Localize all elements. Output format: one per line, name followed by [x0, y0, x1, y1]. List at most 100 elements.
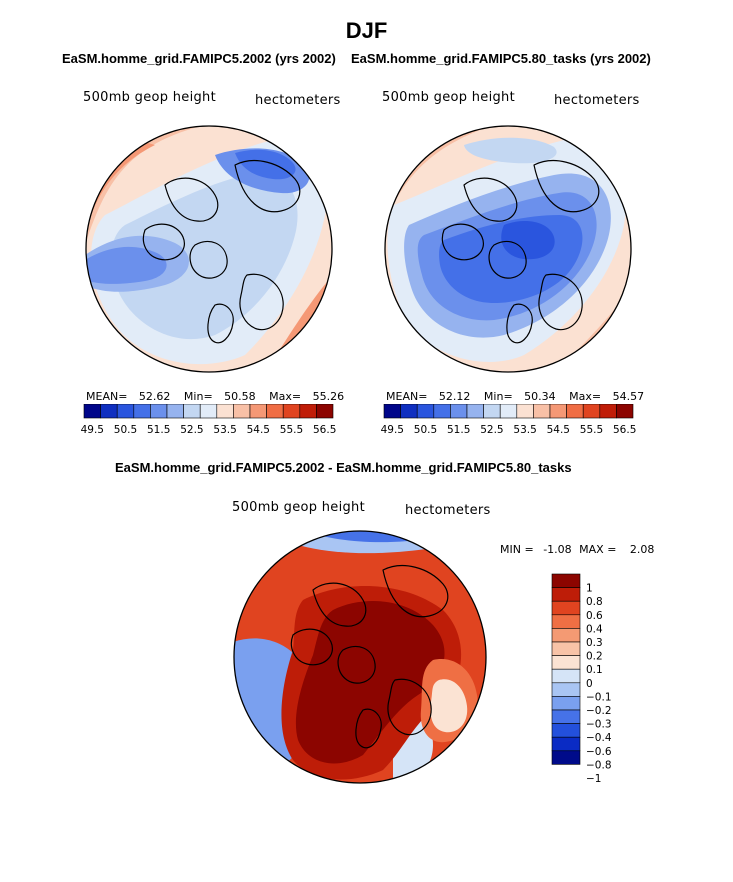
colorbar-swatch: [551, 736, 581, 752]
contour-region: [464, 137, 557, 164]
colorbar-tick-label: 49.5: [81, 424, 104, 436]
coastline: [290, 628, 333, 666]
colorbar-swatch: [551, 750, 581, 765]
contour-region: [501, 221, 555, 260]
colorbar-tick-label: 0.6: [586, 610, 603, 622]
colorbar-tick-label: 53.5: [213, 424, 236, 436]
colorbar-tick-label: 0: [586, 678, 593, 690]
colorbar-tick-label: 50.5: [114, 424, 137, 436]
colorbar-swatch: [299, 404, 317, 419]
colorbar-swatch: [616, 404, 634, 419]
left-units-label: hectometers: [255, 93, 341, 108]
colorbar-swatch: [316, 404, 334, 419]
coastline: [312, 582, 367, 627]
colorbar-tick-label: 1: [586, 583, 593, 595]
coastline: [239, 273, 284, 331]
colorbar-tick-label: 49.5: [381, 424, 404, 436]
colorbar-tick-label: −0.3: [586, 719, 612, 731]
colorbar-tick-label: −1: [586, 773, 601, 784]
left-variable-label: 500mb geop height: [83, 90, 216, 105]
contour-region: [300, 323, 332, 372]
right-min-label: Min=: [483, 390, 513, 403]
colorbar-swatch: [100, 404, 118, 419]
colorbar-swatch: [551, 641, 581, 656]
diff-colorbar: 10.8 0.60.4 0.3 0.20.1 0−0.1 −0.2 −0.3−0.4 −0.6…: [551, 573, 612, 784]
colorbar-swatch: [599, 404, 617, 419]
diff-units-label: hectometers: [405, 503, 491, 518]
colorbar-swatch: [416, 404, 435, 419]
colorbar-swatch: [216, 404, 234, 419]
colorbar-tick-label: 0.3: [586, 637, 603, 649]
contour-region: [177, 271, 235, 328]
coastline: [387, 678, 432, 736]
figure-title: DJF: [345, 18, 388, 43]
colorbar-tick-label: 0.1: [586, 664, 603, 676]
right-polar-map: [384, 125, 632, 373]
colorbar-swatch: [551, 600, 581, 616]
left-polar-map: [85, 125, 333, 373]
colorbar-tick-label: −0.8: [586, 759, 612, 771]
colorbar-swatch: [166, 404, 184, 419]
colorbar-swatch: [116, 404, 135, 419]
left-map-title: EaSM.homme_grid.FAMIPC5.2002 (yrs 2002): [62, 51, 336, 66]
coastline: [441, 223, 484, 261]
colorbar-tick-label: 50.5: [414, 424, 437, 436]
colorbar-swatch: [400, 404, 418, 419]
colorbar-tick-label: 54.5: [247, 424, 270, 436]
diff-polar-map: [233, 530, 487, 784]
colorbar-swatch: [551, 709, 581, 724]
colorbar-swatch: [150, 404, 168, 419]
colorbar-swatch: [551, 573, 581, 588]
colorbar-tick-label: −0.2: [586, 705, 612, 717]
contour-region: [599, 328, 631, 372]
left-mean-value: 52.62: [138, 390, 171, 403]
map-boundary: [384, 125, 632, 373]
coastline: [488, 240, 527, 279]
right-colorbar: 49.5 50.5 51.5 52.5 53.5 54.5 55.5 56.5: [381, 404, 636, 436]
colorbar-tick-label: 51.5: [447, 424, 470, 436]
left-stats: MEAN= 52.62 Min= 50.58 Max= 55.26: [86, 390, 344, 403]
colorbar-tick-label: 0.2: [586, 651, 603, 663]
coastline: [207, 303, 234, 344]
coastline: [337, 645, 376, 684]
map-boundary: [233, 530, 487, 784]
coastline: [382, 565, 449, 618]
coastline: [533, 160, 600, 213]
diff-min-label: MIN =: [500, 543, 534, 556]
left-mean-label: MEAN=: [86, 390, 128, 403]
colorbar-tick-label: 53.5: [513, 424, 536, 436]
contour-region: [110, 173, 298, 340]
diff-stats: MIN = -1.08 MAX = 2.08: [500, 543, 654, 556]
colorbar-swatch: [233, 404, 251, 419]
right-mean-label: MEAN=: [386, 390, 428, 403]
colorbar-tick-label: 52.5: [480, 424, 503, 436]
colorbar-swatch: [450, 404, 468, 419]
colorbar-swatch: [566, 404, 584, 419]
colorbar-tick-label: 51.5: [147, 424, 170, 436]
diff-max-label: MAX =: [579, 543, 617, 556]
contour-region: [430, 679, 468, 733]
colorbar-tick-label: 0.8: [586, 596, 603, 608]
colorbar-swatch: [551, 668, 581, 684]
left-min-value: 50.58: [224, 390, 256, 403]
diff-map-title: EaSM.homme_grid.FAMIPC5.2002 - EaSM.homm…: [115, 460, 572, 475]
colorbar-swatch: [199, 404, 218, 419]
colorbar-swatch: [466, 404, 484, 419]
coastline: [506, 303, 533, 344]
colorbar-swatch: [133, 404, 151, 419]
colorbar-tick-label: −0.4: [586, 732, 612, 744]
colorbar-swatch: [533, 404, 551, 419]
coastline: [234, 160, 301, 213]
colorbar-swatch: [183, 404, 201, 419]
contour-region: [235, 149, 296, 180]
colorbar-swatch: [551, 628, 581, 643]
colorbar-swatch: [282, 404, 301, 419]
diff-variable-label: 500mb geop height: [232, 500, 365, 515]
colorbar-swatch: [516, 404, 534, 419]
right-variable-label: 500mb geop height: [382, 90, 515, 105]
colorbar-swatch: [551, 696, 581, 711]
colorbar-tick-label: 0.4: [586, 623, 603, 635]
contour-region: [295, 601, 445, 764]
diff-max-value: 2.08: [629, 543, 655, 556]
coastline: [355, 708, 382, 749]
